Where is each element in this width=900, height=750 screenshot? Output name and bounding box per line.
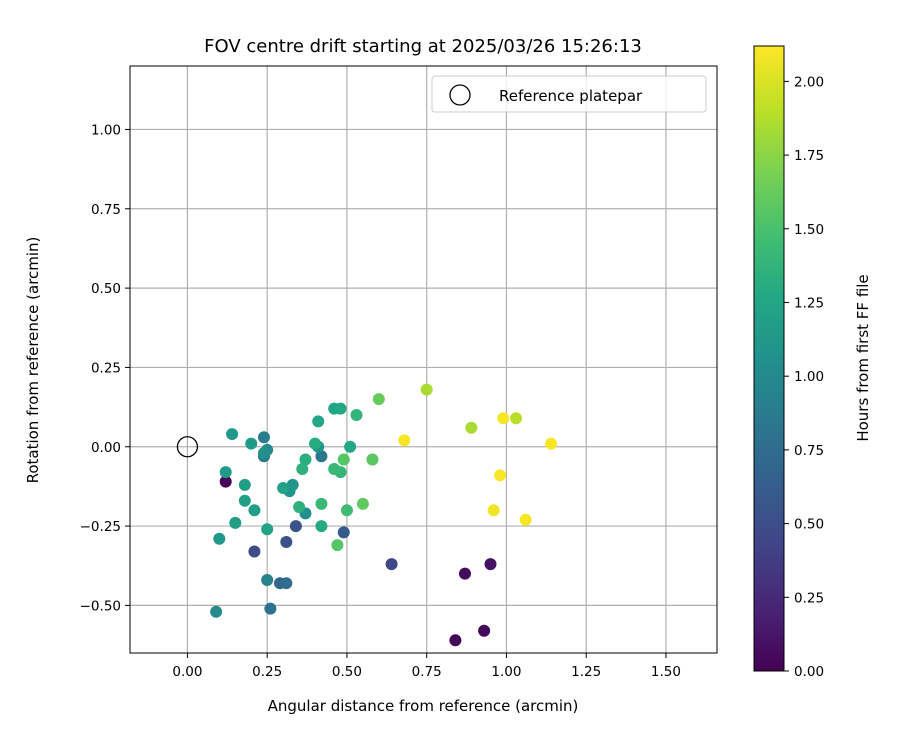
data-point xyxy=(229,516,242,529)
data-point xyxy=(312,415,325,428)
data-point xyxy=(293,501,306,514)
data-point xyxy=(344,440,357,453)
legend-marker xyxy=(449,84,471,106)
data-point xyxy=(315,450,328,463)
data-point xyxy=(337,453,350,466)
x-tick-label: 1.25 xyxy=(571,664,601,680)
x-axis-label: Angular distance from reference (arcmin) xyxy=(268,697,579,715)
y-tick-label: 0.25 xyxy=(91,360,121,376)
data-point xyxy=(257,447,270,460)
legend: Reference platepar xyxy=(431,75,707,113)
colorbar-gradient xyxy=(753,45,785,672)
x-tick-label: 0.25 xyxy=(252,664,282,680)
data-point xyxy=(296,462,309,475)
data-point xyxy=(280,577,293,590)
data-point xyxy=(366,453,379,466)
data-point xyxy=(238,478,251,491)
y-axis-label: Rotation from reference (arcmin) xyxy=(24,237,42,484)
data-point xyxy=(337,526,350,539)
reference-point xyxy=(176,436,199,458)
colorbar-tick-label: 1.75 xyxy=(794,148,824,164)
data-point xyxy=(334,402,347,415)
data-point xyxy=(238,494,251,507)
data-point xyxy=(545,437,558,450)
data-point xyxy=(286,478,299,491)
data-point xyxy=(210,605,223,618)
data-point xyxy=(494,469,507,482)
x-tick-label: 1.50 xyxy=(651,664,681,680)
data-point xyxy=(398,434,411,447)
data-point xyxy=(277,482,290,495)
colorbar-tick-label: 1.25 xyxy=(794,295,824,311)
colorbar-ticks: 0.00 0.25 0.50 0.75 1.00 1.25 1.50 1.75 2.00 xyxy=(784,74,824,680)
data-point xyxy=(245,437,258,450)
y-tick-label: 0.50 xyxy=(91,281,121,297)
data-point xyxy=(519,513,532,526)
data-point xyxy=(385,558,398,571)
data-point xyxy=(315,497,328,510)
data-point xyxy=(309,437,322,450)
data-point xyxy=(280,535,293,548)
data-point xyxy=(478,624,491,637)
data-point xyxy=(484,558,497,571)
data-point xyxy=(289,520,302,533)
x-axis-ticks: 0.00 0.25 0.50 0.75 1.00 1.25 1.50 xyxy=(172,653,681,680)
legend-box xyxy=(431,75,707,113)
data-point xyxy=(213,532,226,545)
data-point xyxy=(458,567,471,580)
data-point xyxy=(248,545,261,558)
data-point xyxy=(465,421,478,434)
x-tick-label: 0.75 xyxy=(412,664,442,680)
data-point xyxy=(257,431,270,444)
grid xyxy=(130,66,717,653)
legend-label: Reference platepar xyxy=(499,87,643,105)
data-point xyxy=(449,634,462,647)
data-point xyxy=(261,523,274,536)
chart-title: FOV centre drift starting at 2025/03/26 … xyxy=(204,36,642,57)
colorbar-tick-label: 1.50 xyxy=(794,222,824,238)
data-point xyxy=(350,409,363,422)
x-tick-label: 0.50 xyxy=(332,664,362,680)
y-tick-label: 0.00 xyxy=(91,440,121,456)
data-point xyxy=(487,504,500,517)
plot-frame xyxy=(129,65,718,654)
data-point xyxy=(264,602,277,615)
x-tick-label: 1.00 xyxy=(491,664,521,680)
y-tick-label: 0.75 xyxy=(91,202,121,218)
data-point xyxy=(334,466,347,479)
y-tick-label: 1.00 xyxy=(91,122,121,138)
y-axis-ticks: −0.50 −0.25 0.00 0.25 0.50 0.75 1.00 xyxy=(80,122,130,614)
data-point xyxy=(420,383,433,396)
data-point xyxy=(331,539,344,552)
data-point xyxy=(299,453,312,466)
data-point xyxy=(248,504,261,517)
colorbar-tick-label: 0.25 xyxy=(794,590,824,606)
x-tick-label: 0.00 xyxy=(172,664,202,680)
colorbar-tick-label: 0.75 xyxy=(794,443,824,459)
data-point xyxy=(226,428,239,441)
colorbar-tick-label: 0.00 xyxy=(794,664,824,680)
data-points xyxy=(210,383,558,647)
data-point xyxy=(315,520,328,533)
data-point xyxy=(261,574,274,587)
colorbar-tick-label: 2.00 xyxy=(794,74,824,90)
y-tick-label: −0.25 xyxy=(80,519,121,535)
data-point xyxy=(219,475,232,488)
data-point xyxy=(372,393,385,406)
colorbar-label: Hours from first FF file xyxy=(854,274,872,441)
data-point xyxy=(340,504,353,517)
data-point xyxy=(356,497,369,510)
colorbar-tick-label: 0.50 xyxy=(794,517,824,533)
data-point xyxy=(510,412,523,425)
reference-marker xyxy=(176,436,199,458)
data-point xyxy=(219,466,232,479)
colorbar: 0.00 0.25 0.50 0.75 1.00 1.25 1.50 1.75 2.00 Hou… xyxy=(753,45,872,680)
colorbar-tick-label: 1.00 xyxy=(794,369,824,385)
y-tick-label: −0.50 xyxy=(80,598,121,614)
data-point xyxy=(497,412,510,425)
